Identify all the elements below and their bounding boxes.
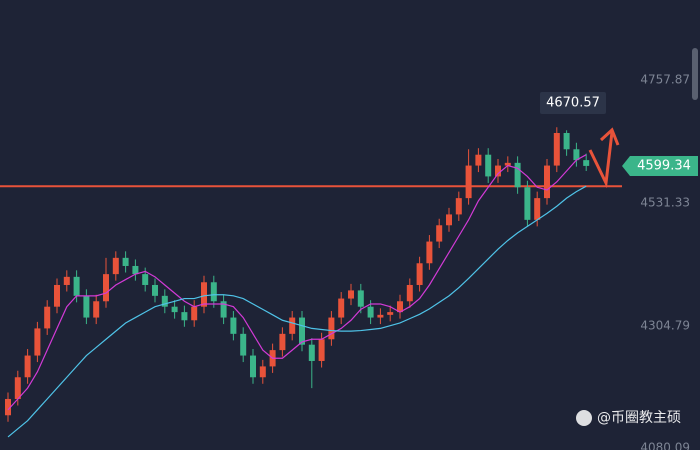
- candle-body: [308, 344, 315, 361]
- candle-body: [367, 306, 374, 318]
- candle-body: [142, 274, 149, 285]
- candle-body: [446, 214, 452, 226]
- last-price-box: [622, 156, 698, 176]
- candle-body: [54, 284, 60, 307]
- forecast-arrow: [588, 131, 614, 189]
- candle-body: [250, 355, 256, 378]
- candle-body: [103, 274, 109, 302]
- plot-area: 4757.87 4531.33 4304.79 4080.09: [0, 72, 690, 450]
- candle-body: [210, 282, 217, 302]
- candle-body: [201, 282, 207, 307]
- candle-body: [259, 366, 266, 378]
- candle-body: [63, 276, 70, 285]
- candle-body: [377, 314, 384, 318]
- candle-body: [475, 154, 482, 166]
- candle-body: [132, 265, 139, 275]
- candle-body: [44, 306, 51, 329]
- candle-body: [455, 198, 462, 215]
- candle-body: [387, 312, 394, 315]
- candle-body: [289, 317, 296, 334]
- watermark-icon: [576, 410, 592, 426]
- candle-body: [34, 328, 41, 356]
- candle-body: [524, 187, 531, 220]
- arrow-head: [599, 127, 620, 146]
- candle-body: [465, 165, 472, 199]
- candle-body: [181, 312, 188, 321]
- candle-body: [24, 355, 31, 378]
- candle-body: [426, 241, 433, 264]
- candle-body: [397, 301, 403, 313]
- candle-body: [122, 257, 129, 266]
- moving-average-line: [7, 154, 587, 411]
- candle-body: [436, 225, 443, 242]
- candle-body: [357, 290, 364, 307]
- candle-body: [220, 301, 227, 318]
- candle-body: [416, 263, 423, 285]
- candle-body: [553, 132, 560, 166]
- candle-body: [14, 377, 21, 399]
- candle-body: [544, 165, 550, 199]
- candle-body: [152, 284, 158, 296]
- candle-body: [5, 398, 11, 416]
- y-tick-label: 4304.79: [640, 318, 690, 332]
- candle-body: [83, 295, 90, 318]
- candle-body: [514, 162, 521, 188]
- high-label: 4670.57: [546, 96, 600, 111]
- candle-body: [279, 333, 286, 351]
- candle-body: [338, 298, 345, 318]
- candle-body: [485, 154, 492, 177]
- candle-body: [504, 162, 511, 166]
- candle-body: [328, 317, 335, 340]
- candle-body: [318, 339, 325, 361]
- candle-body: [171, 306, 178, 313]
- candle-body: [93, 301, 100, 318]
- candle-body: [406, 284, 413, 302]
- candle-body: [563, 132, 570, 150]
- candle-body: [348, 290, 354, 299]
- candle-body: [299, 317, 305, 345]
- candle-body: [191, 306, 198, 321]
- candle-body: [112, 257, 119, 275]
- candle-body: [230, 317, 237, 334]
- moving-average-line: [7, 185, 587, 438]
- candle-body: [534, 198, 541, 220]
- y-tick-label: 4080.09: [640, 440, 690, 450]
- candle-body: [495, 165, 501, 177]
- watermark: @币圈教主硕: [597, 410, 681, 426]
- candle-body: [240, 333, 247, 356]
- y-tick-label: 4757.87: [640, 72, 690, 86]
- y-tick-label: 4531.33: [640, 195, 690, 209]
- scrollbar: [692, 48, 698, 100]
- last-price-label: 4599.34: [637, 159, 691, 174]
- candle-body: [161, 295, 168, 307]
- candle-body: [583, 160, 590, 166]
- candle-body: [573, 149, 580, 161]
- high-label-box: [540, 92, 606, 114]
- candle-body: [73, 276, 80, 296]
